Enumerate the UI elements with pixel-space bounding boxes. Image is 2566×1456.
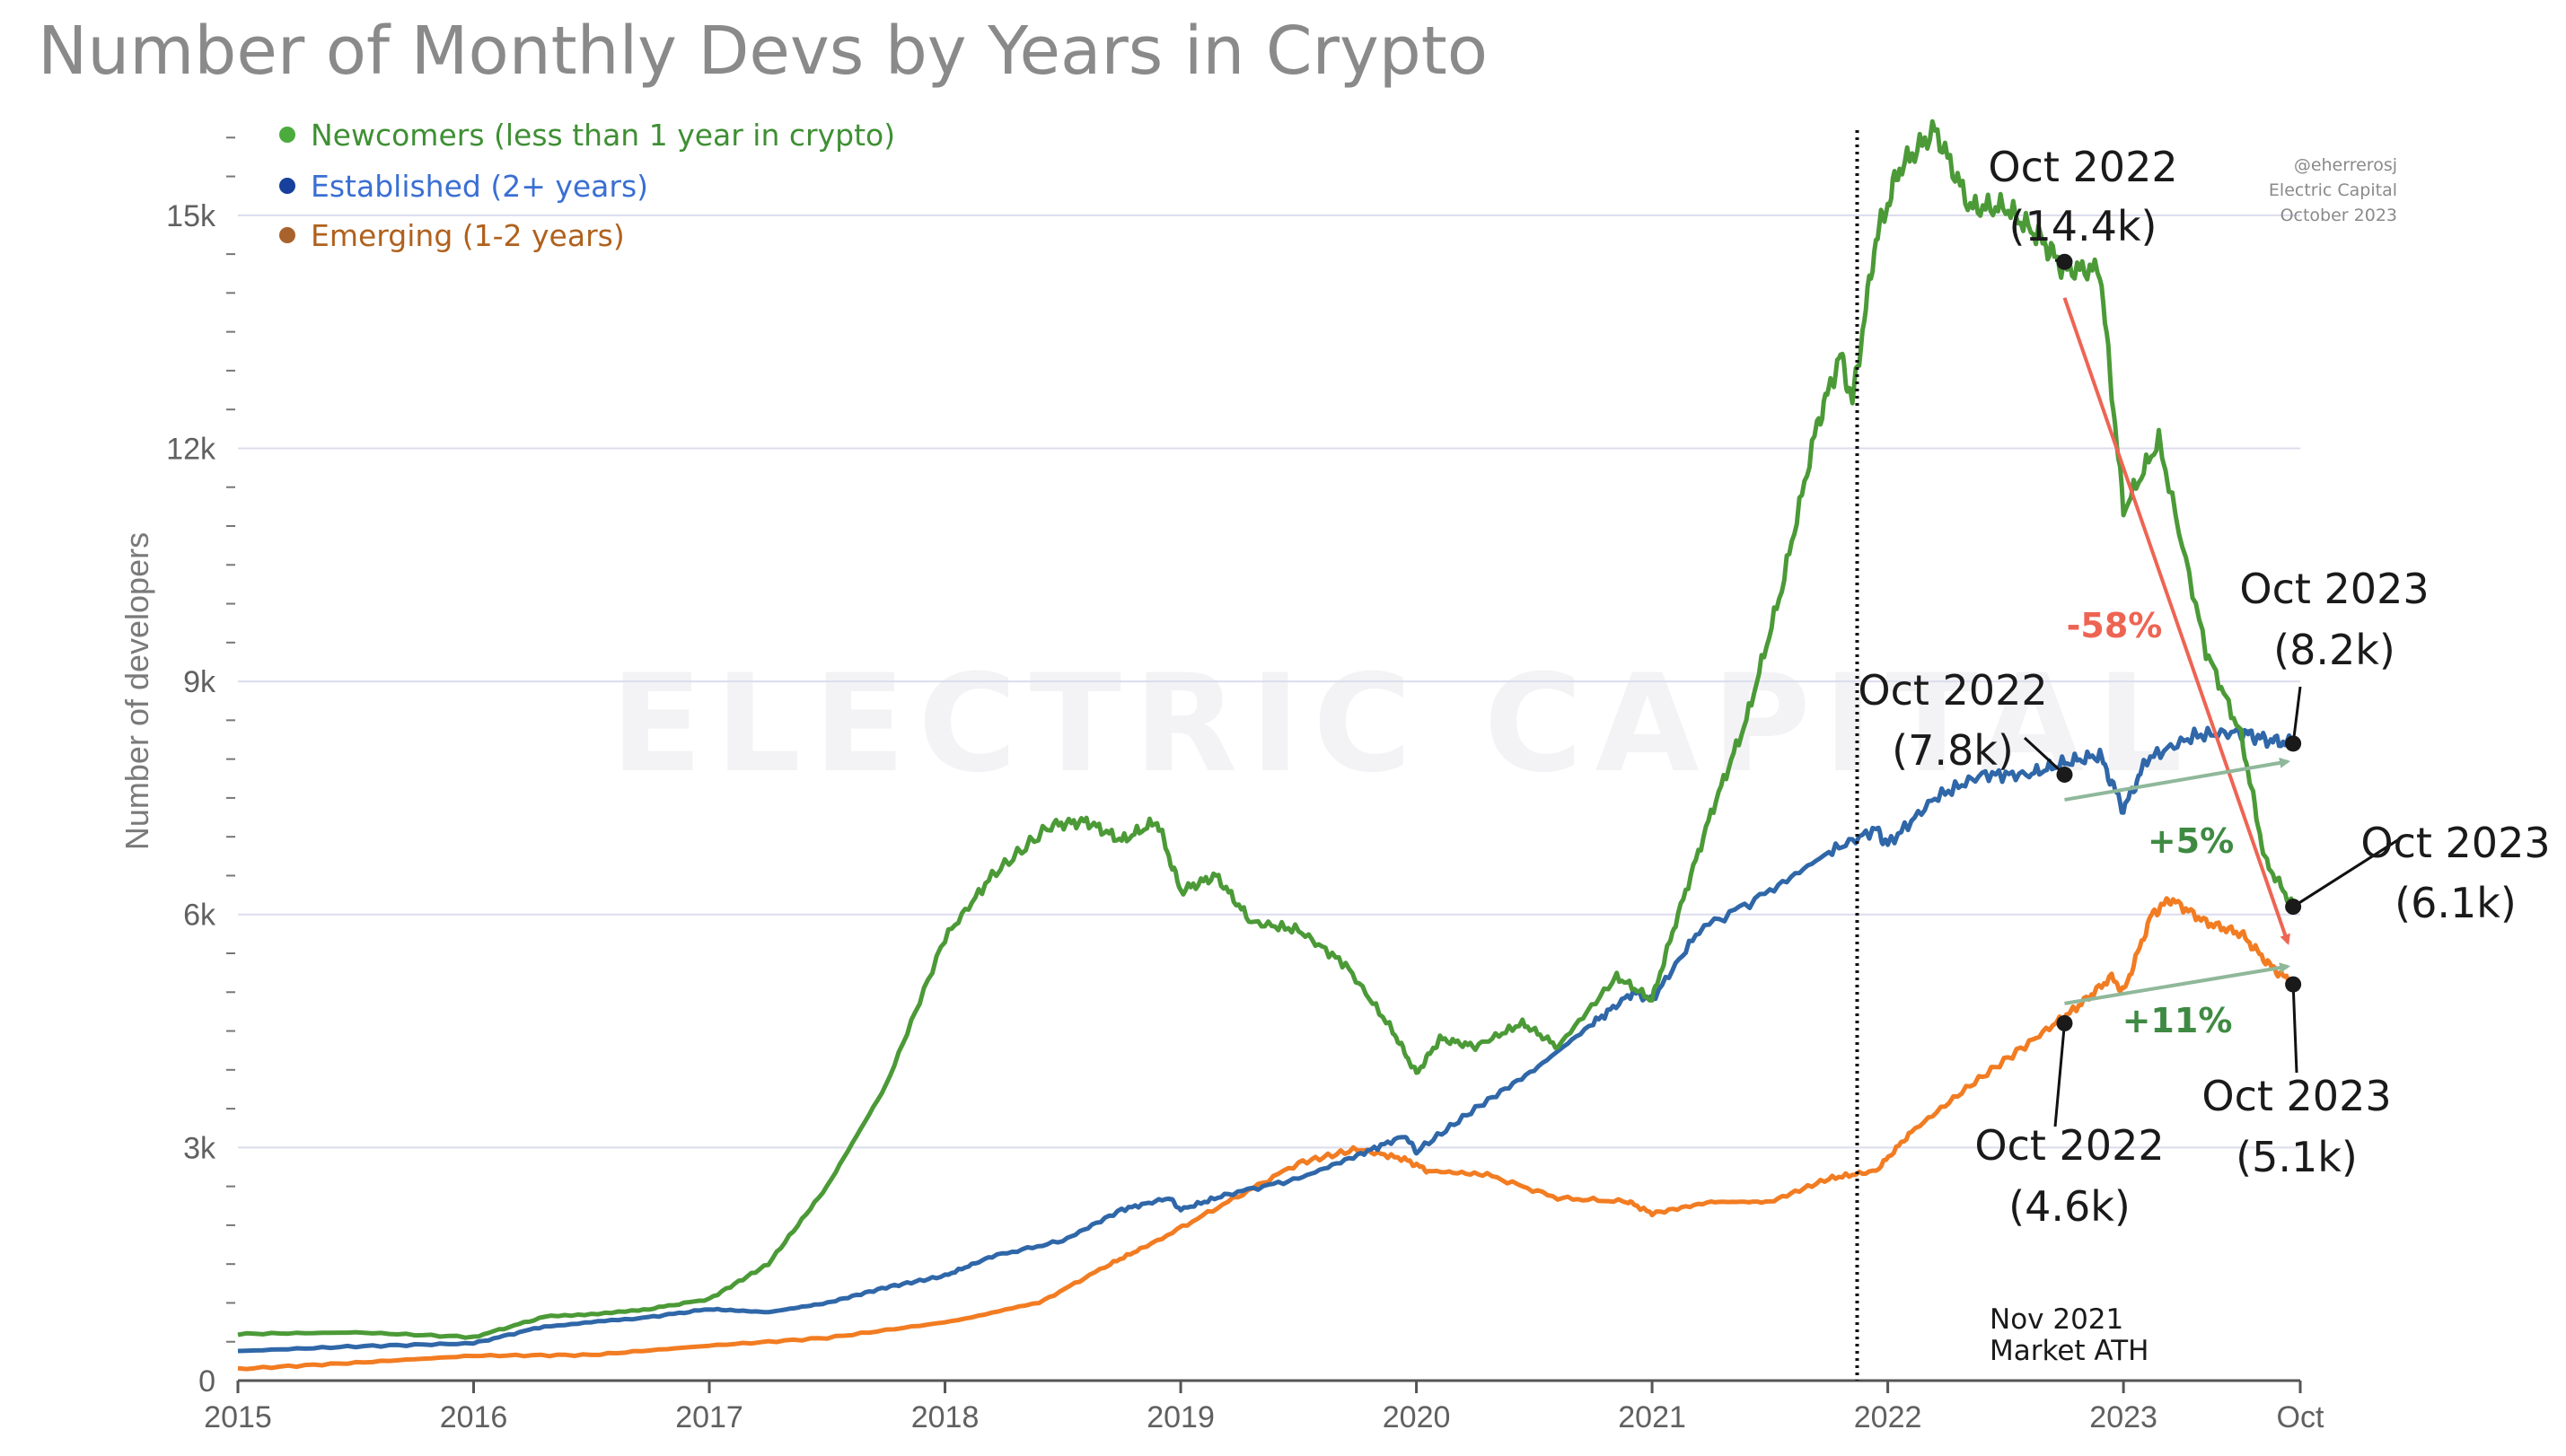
x-tick-label: 2017 bbox=[675, 1400, 743, 1434]
ath-label-line1: Nov 2021 bbox=[1990, 1303, 2123, 1336]
change-arrows bbox=[2062, 297, 2291, 1005]
annotations: Oct 2022 (14.4k) Oct 2023 (8.2k) Oct 202… bbox=[1858, 143, 2550, 1231]
leader-line bbox=[2023, 736, 2066, 776]
x-axis: 2015 2016 2017 2018 2019 2020 2021 2022 2023 Oct bbox=[204, 1379, 2324, 1434]
y-axis-ticks: 0 3k 6k 9k 12k 15k bbox=[166, 136, 235, 1399]
x-tick-label: 2015 bbox=[204, 1400, 272, 1434]
change-label-emerging: +11% bbox=[2122, 1001, 2233, 1040]
grid bbox=[238, 214, 2300, 1149]
series-line-newcomers bbox=[237, 118, 2296, 1340]
x-tick-label: 2019 bbox=[1147, 1400, 1215, 1434]
highlight-point bbox=[2056, 766, 2073, 783]
x-tick-label: 2020 bbox=[1383, 1400, 1451, 1434]
x-tick-label: 2018 bbox=[911, 1400, 980, 1434]
annotation-emerging-2023-value: (5.1k) bbox=[2236, 1133, 2358, 1181]
y-tick-label: 6k bbox=[183, 899, 216, 933]
chart-title: Number of Monthly Devs by Years in Crypt… bbox=[38, 13, 1488, 90]
x-tick-label: 2023 bbox=[2089, 1400, 2157, 1434]
legend-marker-newcomers bbox=[279, 127, 295, 143]
annotation-leaders bbox=[2023, 259, 2400, 1127]
x-tick-label: Oct bbox=[2277, 1400, 2324, 1434]
annotation-emerging-2022-value: (4.6k) bbox=[2008, 1182, 2131, 1231]
legend-label-newcomers: Newcomers (less than 1 year in crypto) bbox=[311, 118, 895, 153]
series-line-emerging bbox=[237, 896, 2295, 1372]
x-tick-label: 2016 bbox=[440, 1400, 508, 1434]
x-tick-label: 2022 bbox=[1854, 1400, 1922, 1434]
legend-marker-established bbox=[279, 178, 295, 194]
leader-line bbox=[2053, 1022, 2066, 1127]
y-tick-label: 3k bbox=[183, 1131, 216, 1165]
annotation-newcomers-2022-date: Oct 2022 bbox=[1988, 143, 2177, 191]
change-label-newcomers: -58% bbox=[2067, 606, 2163, 645]
leader-line bbox=[2291, 686, 2302, 744]
ath-label-line2: Market ATH bbox=[1990, 1335, 2149, 1367]
highlight-points bbox=[2056, 253, 2302, 1031]
highlight-point bbox=[2285, 976, 2302, 993]
x-tick-label: 2021 bbox=[1618, 1400, 1686, 1434]
highlight-point bbox=[2056, 253, 2073, 270]
annotation-newcomers-2023-value: (6.1k) bbox=[2395, 879, 2517, 927]
legend: Newcomers (less than 1 year in crypto) E… bbox=[279, 118, 895, 253]
series-line-established bbox=[237, 725, 2294, 1354]
y-axis-label: Number of developers bbox=[119, 532, 155, 850]
annotation-established-2022-date: Oct 2022 bbox=[1858, 666, 2047, 715]
credit: @eherrerosj Electric Capital October 202… bbox=[2269, 155, 2397, 225]
arrow-emerging bbox=[2064, 962, 2291, 1005]
annotation-established-2022-value: (7.8k) bbox=[1892, 726, 2014, 775]
annotation-newcomers-2022-value: (14.4k) bbox=[2009, 202, 2157, 250]
y-tick-label: 15k bbox=[166, 199, 216, 233]
legend-label-established: Established (2+ years) bbox=[311, 169, 648, 204]
credit-org: Electric Capital bbox=[2269, 180, 2397, 200]
change-label-established: +5% bbox=[2148, 821, 2234, 861]
highlight-point bbox=[2056, 1014, 2073, 1031]
y-tick-label: 9k bbox=[183, 665, 216, 699]
credit-date: October 2023 bbox=[2280, 206, 2397, 225]
legend-marker-emerging bbox=[279, 227, 295, 243]
arrow-newcomers bbox=[2062, 297, 2290, 945]
annotation-established-2023-value: (8.2k) bbox=[2273, 626, 2395, 674]
annotation-emerging-2022-date: Oct 2022 bbox=[1974, 1121, 2164, 1170]
arrow-established bbox=[2064, 757, 2291, 802]
watermark: ELECTRIC CAPITAL bbox=[611, 646, 2195, 803]
highlight-point bbox=[2285, 899, 2302, 916]
highlight-point bbox=[2285, 735, 2302, 752]
annotation-emerging-2023-date: Oct 2023 bbox=[2201, 1072, 2391, 1120]
legend-label-emerging: Emerging (1-2 years) bbox=[311, 218, 625, 253]
annotation-established-2023-date: Oct 2023 bbox=[2239, 565, 2429, 613]
leader-line bbox=[2291, 984, 2298, 1074]
credit-handle: @eherrerosj bbox=[2294, 155, 2397, 175]
leader-line bbox=[2292, 838, 2400, 908]
series-lines bbox=[237, 118, 2296, 1372]
y-tick-label: 0 bbox=[198, 1364, 215, 1399]
annotation-newcomers-2023-date: Oct 2023 bbox=[2360, 819, 2550, 867]
y-tick-label: 12k bbox=[166, 432, 216, 466]
